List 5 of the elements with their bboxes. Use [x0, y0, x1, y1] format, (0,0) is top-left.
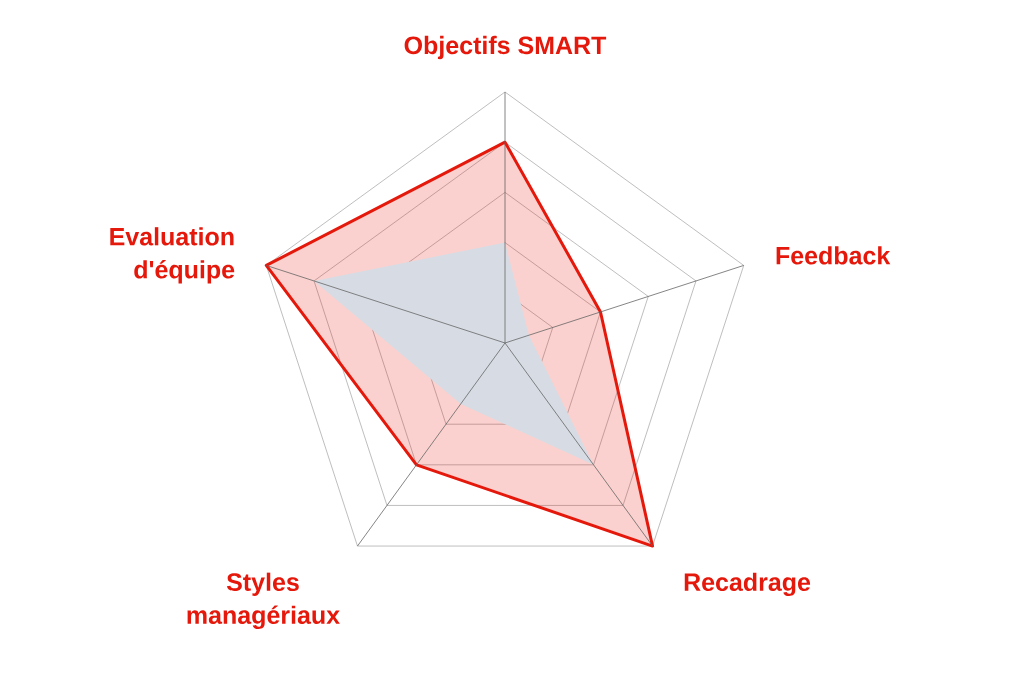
- spoke-label: Styles managériaux: [187, 572, 340, 630]
- spoke-label: Evaluation d'équipe: [110, 227, 235, 284]
- spoke-label: Recadrage: [684, 572, 811, 597]
- spoke-label: Feedback: [776, 246, 891, 265]
- spoke-label: Objectifs SMART: [404, 35, 607, 60]
